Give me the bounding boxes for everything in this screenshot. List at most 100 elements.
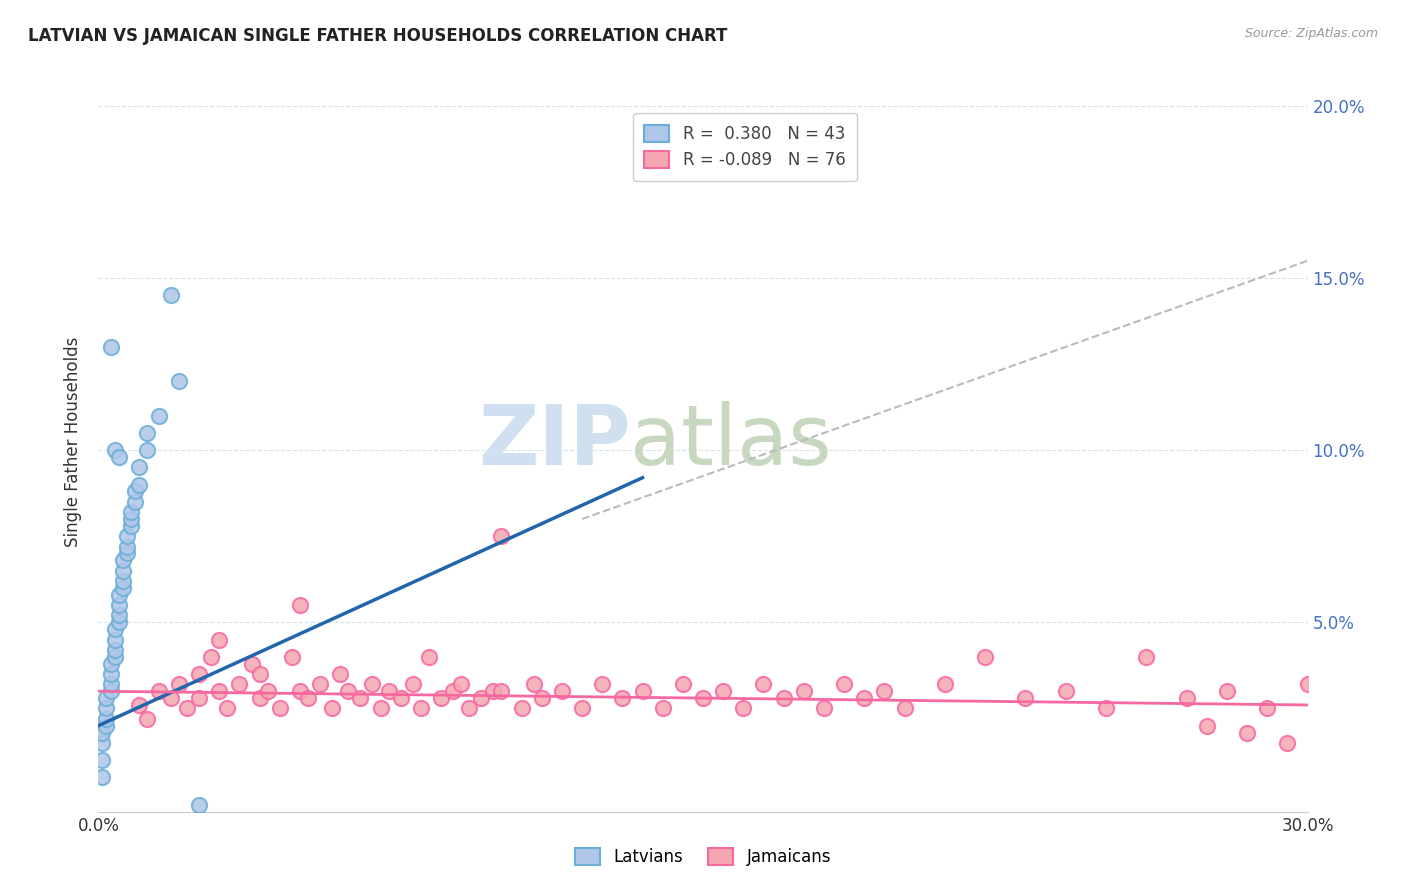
Point [458, 701, 481, 715]
Point [100, 657, 122, 671]
Point [107, 450, 129, 464]
Point [91, 753, 114, 767]
Point [441, 684, 464, 698]
Point [167, 677, 190, 691]
Legend: R =  0.380   N = 43, R = -0.089   N = 76: R = 0.380 N = 43, R = -0.089 N = 76 [633, 113, 858, 181]
Point [491, 684, 513, 698]
Point [96, 691, 118, 706]
Point [115, 546, 138, 560]
Point [631, 684, 654, 698]
Point [1054, 684, 1077, 698]
Point [228, 677, 250, 691]
Point [107, 598, 129, 612]
Point [103, 643, 125, 657]
Point [793, 684, 815, 698]
Point [288, 598, 311, 612]
Point [321, 701, 343, 715]
Point [692, 691, 714, 706]
Point [402, 677, 425, 691]
Point [571, 701, 593, 715]
Point [111, 581, 134, 595]
Point [974, 649, 997, 664]
Point [96, 701, 118, 715]
Point [100, 667, 122, 681]
Point [1236, 725, 1258, 739]
Point [120, 505, 142, 519]
Point [256, 684, 278, 698]
Point [120, 512, 142, 526]
Point [853, 691, 876, 706]
Point [349, 691, 371, 706]
Point [269, 701, 291, 715]
Point [329, 667, 352, 681]
Point [217, 701, 239, 715]
Point [103, 622, 125, 636]
Point [115, 540, 138, 554]
Point [752, 677, 775, 691]
Point [772, 691, 794, 706]
Point [111, 564, 134, 578]
Point [377, 684, 399, 698]
Point [733, 701, 755, 715]
Point [111, 553, 134, 567]
Point [1256, 701, 1278, 715]
Point [148, 409, 170, 423]
Point [240, 657, 263, 671]
Point [103, 649, 125, 664]
Point [96, 718, 118, 732]
Legend: Latvians, Jamaicans: Latvians, Jamaicans [567, 840, 839, 875]
Point [208, 632, 231, 647]
Point [100, 677, 122, 691]
Point [100, 684, 122, 698]
Point [249, 691, 271, 706]
Point [96, 712, 118, 726]
Point [107, 588, 129, 602]
Point [1135, 649, 1157, 664]
Point [111, 574, 134, 588]
Point [120, 519, 142, 533]
Point [1296, 677, 1319, 691]
Point [813, 701, 835, 715]
Point [160, 691, 183, 706]
Point [91, 770, 114, 784]
Point [1195, 718, 1218, 732]
Point [135, 443, 157, 458]
Point [200, 649, 222, 664]
Point [523, 677, 546, 691]
Point [249, 667, 271, 681]
Point [430, 691, 453, 706]
Point [188, 691, 211, 706]
Point [91, 736, 114, 750]
Point [450, 677, 472, 691]
Point [167, 374, 190, 388]
Point [208, 684, 231, 698]
Point [651, 701, 673, 715]
Point [309, 677, 332, 691]
Point [115, 529, 138, 543]
Point [148, 684, 170, 698]
Point [1216, 684, 1239, 698]
Point [934, 677, 956, 691]
Point [1095, 701, 1118, 715]
Point [591, 677, 613, 691]
Text: atlas: atlas [630, 401, 832, 482]
Text: ZIP: ZIP [478, 401, 630, 482]
Point [530, 691, 553, 706]
Point [370, 701, 392, 715]
Point [91, 725, 114, 739]
Point [510, 701, 533, 715]
Point [672, 677, 695, 691]
Point [1175, 691, 1198, 706]
Point [297, 691, 319, 706]
Point [482, 684, 505, 698]
Point [337, 684, 360, 698]
Point [491, 529, 513, 543]
Point [1014, 691, 1036, 706]
Point [873, 684, 896, 698]
Point [107, 608, 129, 623]
Point [103, 443, 125, 458]
Text: LATVIAN VS JAMAICAN SINGLE FATHER HOUSEHOLDS CORRELATION CHART: LATVIAN VS JAMAICAN SINGLE FATHER HOUSEH… [28, 27, 727, 45]
Point [288, 684, 311, 698]
Point [188, 797, 211, 812]
Point [103, 632, 125, 647]
